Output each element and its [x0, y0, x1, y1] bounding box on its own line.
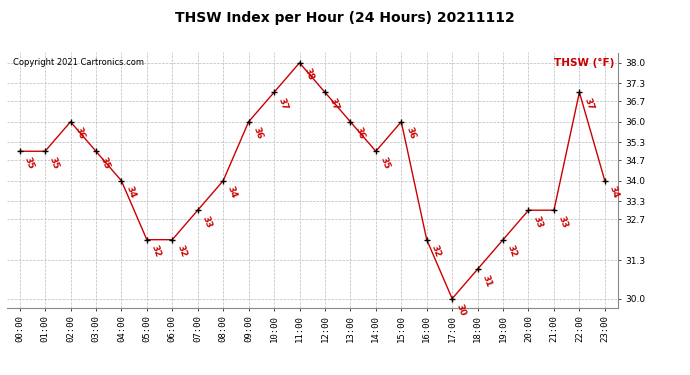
Text: Copyright 2021 Cartronics.com: Copyright 2021 Cartronics.com [13, 58, 144, 67]
Text: 37: 37 [277, 96, 290, 111]
Text: 35: 35 [48, 155, 61, 170]
Text: 35: 35 [22, 155, 35, 170]
Text: 32: 32 [175, 244, 188, 259]
Text: 34: 34 [608, 185, 620, 200]
Text: 36: 36 [73, 126, 86, 141]
Text: 32: 32 [429, 244, 442, 259]
Text: 31: 31 [480, 273, 493, 288]
Text: 33: 33 [557, 214, 569, 229]
Text: 36: 36 [404, 126, 417, 141]
Text: 30: 30 [455, 303, 468, 318]
Text: 32: 32 [506, 244, 519, 259]
Text: 33: 33 [201, 214, 213, 229]
Text: 34: 34 [124, 185, 137, 200]
Text: 35: 35 [99, 155, 112, 170]
Text: 36: 36 [353, 126, 366, 141]
Text: 37: 37 [582, 96, 595, 111]
Text: 33: 33 [531, 214, 544, 229]
Text: 38: 38 [302, 67, 315, 82]
Text: THSW Index per Hour (24 Hours) 20211112: THSW Index per Hour (24 Hours) 20211112 [175, 11, 515, 25]
Text: 36: 36 [251, 126, 264, 141]
Text: 34: 34 [226, 185, 239, 200]
Text: 35: 35 [379, 155, 391, 170]
Text: THSW (°F): THSW (°F) [554, 58, 615, 68]
Text: 37: 37 [328, 96, 340, 111]
Text: 32: 32 [150, 244, 162, 259]
